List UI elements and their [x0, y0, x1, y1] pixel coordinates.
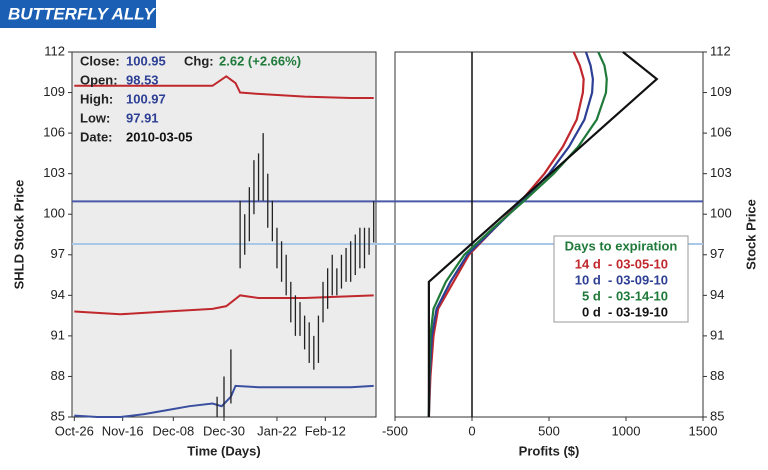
x-tick-label: Jan-22	[257, 423, 297, 438]
y-tick-label: 85	[51, 408, 65, 423]
y-tick-label: 109	[710, 84, 732, 99]
legend-entry: 10 d - 03-09-10	[575, 272, 668, 287]
y-tick-label: 94	[51, 287, 65, 302]
x-tick-label: -500	[382, 423, 408, 438]
info-label: Close:	[80, 53, 120, 68]
x-tick-label: Oct-26	[55, 423, 94, 438]
y-tick-label: 97	[51, 246, 65, 261]
y-tick-label: 88	[710, 368, 724, 383]
x-tick-label: Dec-30	[203, 423, 245, 438]
price-line	[74, 75, 374, 99]
x-tick-label: Feb-12	[305, 423, 346, 438]
info-value: 97.91	[126, 110, 159, 125]
right-plot-area	[394, 51, 704, 418]
banner-title: BUTTERFLY ALLY	[8, 4, 156, 23]
info-label: Date:	[80, 129, 113, 144]
y-tick-label: 91	[710, 327, 724, 342]
info-value: 98.53	[126, 72, 159, 87]
x-tick-label: 1000	[612, 423, 641, 438]
y-tick-label: 94	[710, 287, 724, 302]
legend-title: Days to expiration	[565, 238, 678, 253]
info-label: Open:	[80, 72, 118, 87]
info-value: 2010-03-05	[126, 129, 193, 144]
y-axis-label: Stock Price	[743, 199, 758, 270]
y-tick-label: 103	[43, 165, 65, 180]
info-label: Chg:	[184, 53, 214, 68]
x-tick-label: 1500	[689, 423, 718, 438]
payoff-line	[427, 51, 659, 417]
y-tick-label: 112	[44, 43, 65, 58]
info-value: 100.95	[126, 53, 166, 68]
y-tick-label: 85	[710, 408, 724, 423]
x-tick-label: Dec-08	[152, 423, 194, 438]
legend-entry: 0 d - 03-19-10	[582, 304, 668, 319]
info-label: High:	[80, 91, 113, 106]
info-value: 2.62 (+2.66%)	[219, 53, 301, 68]
y-tick-label: 97	[710, 246, 724, 261]
legend-entry: 5 d - 03-14-10	[582, 288, 668, 303]
y-tick-label: 109	[43, 84, 65, 99]
info-value: 100.97	[126, 91, 166, 106]
y-tick-label: 112	[710, 43, 731, 58]
y-tick-label: 88	[51, 368, 65, 383]
x-axis-label: Time (Days)	[187, 443, 260, 458]
left-plot-area	[71, 51, 377, 418]
x-tick-label: 500	[538, 423, 560, 438]
x-tick-label: 0	[468, 423, 475, 438]
y-axis-label: SHLD Stock Price	[11, 180, 26, 290]
legend-entry: 14 d - 03-05-10	[575, 256, 668, 271]
info-label: Low:	[80, 110, 110, 125]
y-tick-label: 106	[710, 125, 732, 140]
x-tick-label: Nov-16	[102, 423, 144, 438]
y-tick-label: 100	[43, 206, 65, 221]
y-tick-label: 106	[43, 125, 65, 140]
x-axis-label: Profits ($)	[519, 443, 580, 458]
payoff-line	[427, 51, 608, 418]
y-tick-label: 103	[710, 165, 732, 180]
legend-box	[553, 235, 689, 323]
banner	[0, 0, 156, 28]
y-tick-label: 91	[51, 327, 65, 342]
y-tick-label: 100	[710, 206, 732, 221]
price-line	[74, 294, 374, 316]
